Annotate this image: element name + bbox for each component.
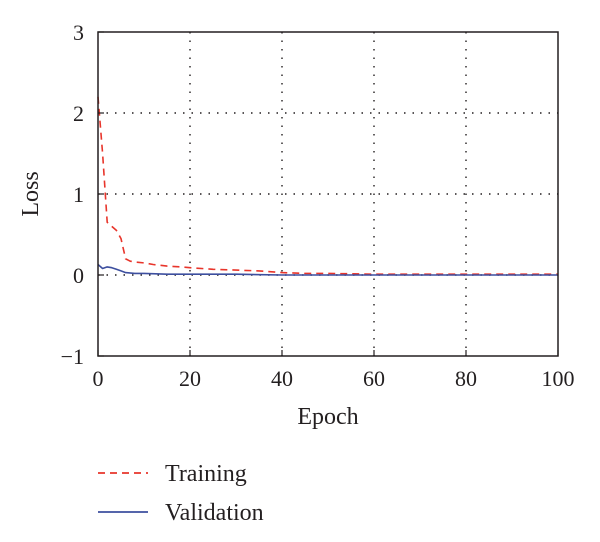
- y-tick-label: 0: [73, 263, 84, 288]
- y-axis-title: Loss: [18, 171, 44, 216]
- y-tick-label: 1: [73, 182, 84, 207]
- grid-lines: [98, 32, 558, 356]
- tick-marks: [97, 31, 559, 357]
- y-tick-label: −1: [61, 344, 84, 369]
- x-tick-label: 60: [363, 366, 385, 391]
- series-line-validation: [97, 263, 558, 276]
- x-tick-label: 80: [455, 366, 477, 391]
- x-tick-label: 100: [542, 366, 575, 391]
- y-tick-label: 2: [73, 101, 84, 126]
- series-line-training: [97, 96, 558, 276]
- x-tick-label: 40: [271, 366, 293, 391]
- legend-label-validation: Validation: [165, 500, 264, 526]
- y-tick-label: 3: [73, 20, 84, 45]
- legend: Training Validation: [98, 461, 264, 526]
- tick-labels: 0 20 40 60 80 100 −1 0 1 2 3: [61, 20, 575, 391]
- x-tick-label: 20: [179, 366, 201, 391]
- series-lines: [97, 96, 558, 276]
- x-axis-title: Epoch: [297, 404, 358, 430]
- legend-label-training: Training: [165, 461, 247, 487]
- x-tick-label: 0: [93, 366, 104, 391]
